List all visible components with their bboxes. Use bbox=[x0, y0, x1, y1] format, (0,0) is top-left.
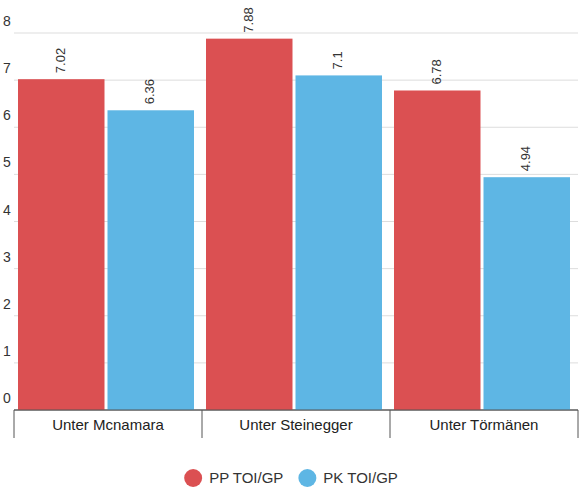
legend: PP TOI/GP PK TOI/GP bbox=[184, 469, 398, 487]
data-label: 7.02 bbox=[53, 48, 68, 73]
legend-swatch bbox=[298, 469, 316, 487]
y-tick-label: 8 bbox=[3, 13, 11, 29]
bar bbox=[296, 75, 383, 410]
y-tick-label: 4 bbox=[3, 202, 11, 218]
category-separator bbox=[390, 410, 391, 438]
category-label: Unter Törmänen bbox=[430, 416, 539, 433]
bar bbox=[484, 177, 571, 410]
category-separator bbox=[578, 410, 579, 438]
bar bbox=[108, 110, 195, 410]
legend-label: PK TOI/GP bbox=[323, 469, 397, 486]
legend-label: PP TOI/GP bbox=[209, 469, 283, 486]
x-axis-line bbox=[14, 410, 578, 411]
bar bbox=[206, 39, 293, 410]
legend-item: PK TOI/GP bbox=[298, 469, 397, 487]
category-label: Unter Steinegger bbox=[239, 416, 352, 433]
category-label: Unter Mcnamara bbox=[52, 416, 164, 433]
data-label: 7.88 bbox=[241, 7, 256, 32]
legend-item: PP TOI/GP bbox=[184, 469, 283, 487]
grid-line bbox=[14, 33, 578, 34]
y-tick-label: 5 bbox=[3, 154, 11, 170]
data-label: 7.1 bbox=[330, 51, 345, 69]
grid: 0 1 2 3 4 5 6 7 8 bbox=[3, 13, 578, 410]
y-tick-label: 0 bbox=[3, 390, 11, 406]
y-tick-label: 2 bbox=[3, 296, 11, 312]
category-separator bbox=[14, 410, 15, 438]
data-labels: 7.02 7.88 6.78 6.36 7.1 4.94 bbox=[53, 7, 534, 171]
data-label: 6.36 bbox=[142, 79, 157, 104]
legend-swatch bbox=[184, 469, 202, 487]
bar bbox=[18, 79, 105, 410]
x-axis: Unter Mcnamara Unter Steinegger Unter Törm… bbox=[14, 410, 578, 438]
y-tick-label: 3 bbox=[3, 249, 11, 265]
y-tick-label: 1 bbox=[3, 343, 11, 359]
y-tick-label: 6 bbox=[3, 107, 11, 123]
chart-container: 0 1 2 3 4 5 6 7 8 7.02 7.88 6.78 6.36 7.1 4.94 Unter Mc… bbox=[0, 0, 582, 490]
bar bbox=[394, 90, 481, 410]
grid-line bbox=[14, 410, 578, 411]
chart: 0 1 2 3 4 5 6 7 8 7.02 7.88 6.78 6.36 7.1 4.94 Unter Mc… bbox=[0, 0, 582, 490]
data-label: 4.94 bbox=[518, 146, 533, 171]
bars bbox=[18, 39, 570, 410]
data-label: 6.78 bbox=[429, 59, 444, 84]
y-tick-label: 7 bbox=[3, 60, 11, 76]
category-separator bbox=[202, 410, 203, 438]
